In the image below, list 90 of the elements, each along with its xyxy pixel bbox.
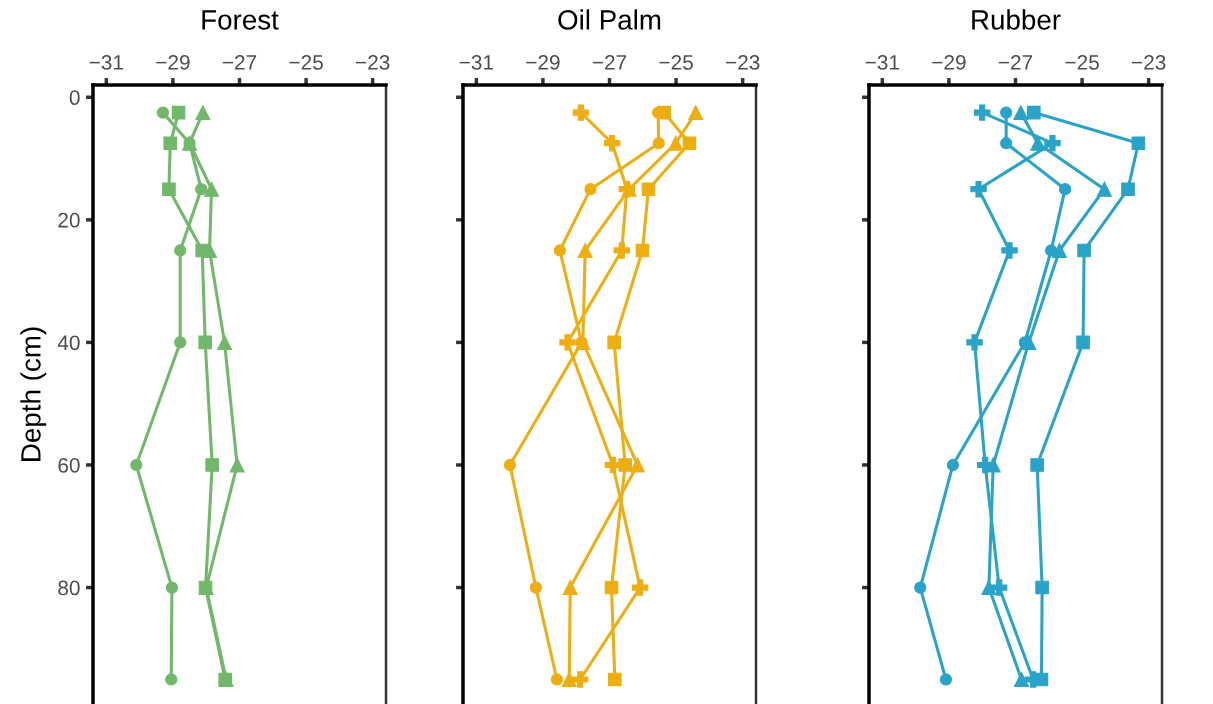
point xyxy=(171,105,186,120)
point xyxy=(165,673,178,686)
point xyxy=(607,335,621,350)
point xyxy=(603,135,621,152)
point xyxy=(1001,242,1018,259)
point xyxy=(1076,335,1090,350)
point xyxy=(1077,243,1091,258)
point xyxy=(559,334,576,351)
x-tick-label: −27 xyxy=(592,55,627,70)
point xyxy=(629,457,645,473)
point xyxy=(1121,182,1135,196)
point xyxy=(1000,106,1013,119)
point xyxy=(503,458,517,472)
point xyxy=(165,581,179,594)
point xyxy=(1030,458,1044,472)
point xyxy=(966,334,983,351)
point xyxy=(1051,242,1067,258)
y-tick-label: 40 xyxy=(57,335,80,351)
point xyxy=(946,458,960,472)
x-tick-label: −29 xyxy=(932,55,966,70)
y-tick-label: 20 xyxy=(58,212,80,228)
point xyxy=(577,242,593,258)
x-tick-label: −29 xyxy=(526,55,560,70)
chart-title: Oil Palm xyxy=(558,9,661,30)
point xyxy=(204,181,220,197)
y-tick-label: 0 xyxy=(69,90,80,106)
point xyxy=(561,671,577,687)
point xyxy=(553,244,567,257)
point xyxy=(572,671,589,688)
point xyxy=(914,581,927,594)
point xyxy=(572,104,590,121)
point xyxy=(529,581,543,594)
point xyxy=(1058,183,1072,196)
y-tick-label: 80 xyxy=(58,580,80,596)
x-tick-label: −23 xyxy=(1132,55,1166,70)
x-tick-label: −27 xyxy=(222,55,257,70)
x-tick-label: −31 xyxy=(865,55,899,70)
point xyxy=(1013,671,1029,687)
x-tick-label: −31 xyxy=(89,55,123,70)
point xyxy=(584,183,597,196)
point xyxy=(1027,105,1041,120)
point xyxy=(1131,136,1146,151)
x-tick-label: −23 xyxy=(356,55,390,70)
chart-title: Forest xyxy=(202,10,279,30)
point xyxy=(1021,334,1037,350)
chart-title: Rubber xyxy=(972,9,1061,30)
x-tick-label: −31 xyxy=(459,55,493,70)
point xyxy=(205,458,220,472)
point xyxy=(195,183,208,196)
point xyxy=(217,334,233,350)
point xyxy=(163,136,178,151)
point xyxy=(174,244,187,257)
x-tick-label: −25 xyxy=(659,55,693,70)
point xyxy=(550,673,564,686)
point xyxy=(195,105,211,121)
point xyxy=(1096,181,1112,197)
point xyxy=(641,182,656,196)
y-axis-title: Depth (cm) xyxy=(20,327,47,461)
point xyxy=(198,335,213,350)
point xyxy=(162,182,176,196)
point xyxy=(682,136,697,151)
point xyxy=(613,242,631,259)
point xyxy=(974,104,991,121)
x-tick-label: −27 xyxy=(998,55,1033,70)
x-tick-label: −23 xyxy=(726,55,760,70)
point xyxy=(652,137,665,150)
point xyxy=(631,579,649,596)
x-tick-label: −25 xyxy=(1065,55,1099,70)
point xyxy=(1044,135,1061,152)
y-tick-label: 60 xyxy=(58,457,80,473)
point xyxy=(1035,580,1049,595)
point xyxy=(1013,105,1029,121)
point xyxy=(990,579,1008,596)
point xyxy=(604,580,619,595)
point xyxy=(156,106,170,119)
point xyxy=(608,672,622,687)
point xyxy=(174,336,187,349)
point xyxy=(618,458,632,472)
point xyxy=(1000,137,1013,150)
x-tick-label: −29 xyxy=(156,55,190,70)
x-tick-label: −25 xyxy=(289,55,323,70)
point xyxy=(939,673,953,686)
point xyxy=(229,457,245,473)
point xyxy=(562,580,578,596)
point xyxy=(668,135,684,151)
point xyxy=(970,180,987,198)
point xyxy=(130,458,143,472)
point xyxy=(657,105,671,120)
point xyxy=(688,105,704,121)
point xyxy=(635,243,650,258)
